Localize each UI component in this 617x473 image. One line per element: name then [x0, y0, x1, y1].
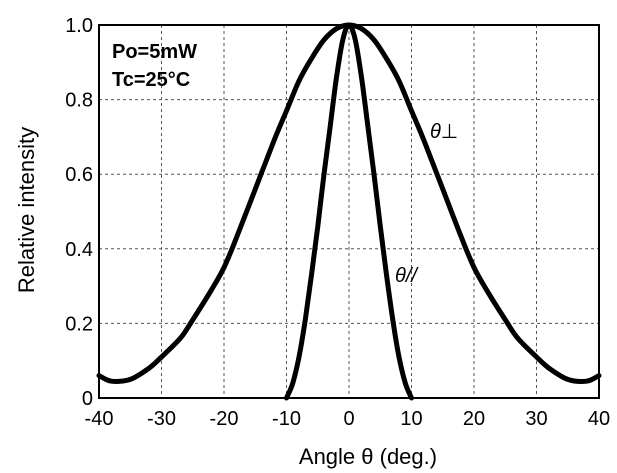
y-tick-label: 0.4	[65, 239, 93, 261]
plot-frame	[98, 24, 600, 399]
x-tick-label: -20	[210, 408, 239, 430]
y-tick-label: 0	[82, 388, 93, 410]
y-tick-label: 0.6	[65, 164, 93, 186]
annotation-power: Po=5mW	[112, 41, 197, 63]
x-axis-label: Angle θ (deg.)	[299, 444, 437, 469]
x-tick-label: 10	[400, 408, 422, 430]
x-tick-label: 40	[588, 408, 610, 430]
x-tick-label: -40	[85, 408, 114, 430]
y-tick-label: 1.0	[65, 15, 93, 37]
x-tick-labels: -40 -30 -20 -10 0 10 20 30 40	[85, 408, 611, 430]
y-tick-label: 0.2	[65, 313, 93, 335]
annotation-temperature: Tc=25°C	[112, 69, 190, 91]
x-tick-label: 0	[343, 408, 354, 430]
y-tick-labels: 0 0.2 0.4 0.6 0.8 1.0	[65, 15, 93, 410]
x-tick-label: -10	[272, 408, 301, 430]
x-tick-label: 20	[463, 408, 485, 430]
y-axis-label: Relative intensity	[14, 127, 39, 293]
x-tick-label: 30	[525, 408, 547, 430]
series-label-parallel: θ//	[395, 265, 419, 287]
series-label-perpendicular: θ⊥	[430, 121, 458, 143]
x-tick-label: -30	[147, 408, 176, 430]
grid	[99, 25, 599, 398]
y-tick-label: 0.8	[65, 90, 93, 112]
